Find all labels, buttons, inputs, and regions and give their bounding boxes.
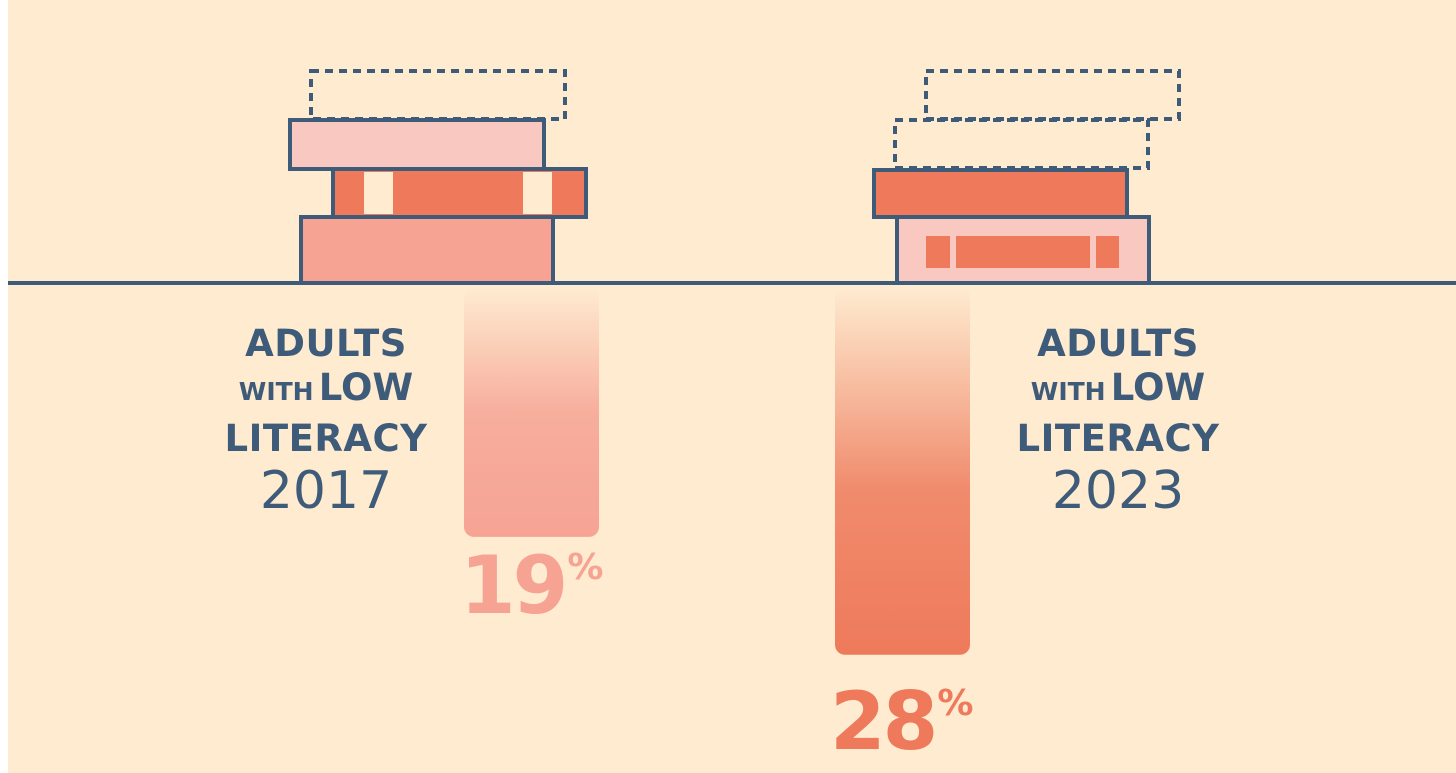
infographic: ADULTS WITH LOW LITERACY 2017 ADULTS WIT… — [8, 0, 1456, 773]
category-label-2017: ADULTS WITH LOW LITERACY 2017 — [196, 322, 456, 521]
book-stack-2017-icon — [288, 69, 588, 285]
label-line2: WITH LOW — [988, 366, 1248, 417]
label-line3: LITERACY — [1016, 417, 1220, 460]
missing-book-outline — [309, 69, 567, 121]
book-top — [288, 118, 546, 171]
book-bottom-band — [926, 236, 950, 268]
bar-2023 — [835, 288, 970, 655]
value-unit: % — [567, 547, 604, 588]
value-label-2023: 28% — [830, 664, 973, 762]
book-middle-band — [364, 172, 393, 214]
missing-book-outline — [924, 69, 1181, 121]
value-number: 28 — [830, 675, 938, 768]
book-stack-2023-icon — [872, 69, 1181, 285]
label-low: LOW — [318, 366, 414, 409]
value-unit: % — [937, 683, 974, 724]
book-bottom-band — [1096, 236, 1119, 268]
label-year: 2017 — [259, 461, 393, 521]
book-bottom-band — [956, 236, 1090, 268]
book-middle-band — [523, 172, 552, 214]
book-bottom — [299, 215, 555, 285]
chart-svg — [8, 69, 1456, 655]
label-year: 2023 — [1051, 461, 1185, 521]
label-line3: LITERACY — [224, 417, 428, 460]
value-number: 19 — [460, 539, 568, 632]
book-top — [872, 168, 1129, 219]
label-line2: WITH LOW — [196, 366, 456, 417]
label-line1: ADULTS — [245, 322, 407, 365]
value-label-2017: 19% — [460, 528, 603, 626]
label-low: LOW — [1110, 366, 1206, 409]
label-with: WITH — [238, 377, 314, 406]
category-label-2023: ADULTS WITH LOW LITERACY 2023 — [988, 322, 1248, 521]
bars-group — [464, 288, 970, 655]
missing-book-outline — [893, 118, 1150, 170]
bar-2017 — [464, 288, 599, 537]
label-line1: ADULTS — [1037, 322, 1199, 365]
label-with: WITH — [1030, 377, 1106, 406]
